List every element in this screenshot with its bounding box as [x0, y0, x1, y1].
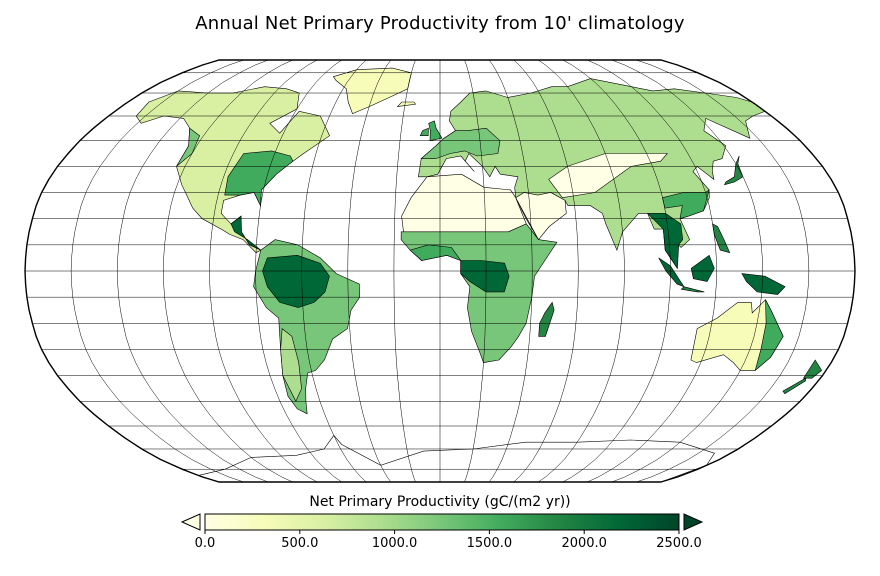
meridian-line: [116, 60, 269, 482]
meridian-line: [587, 60, 717, 482]
meridian-line: [464, 60, 487, 482]
colorbar-label: Net Primary Productivity (gC/(m2 yr)): [309, 494, 571, 510]
graticule: [25, 60, 855, 482]
land-region-30: [782, 377, 806, 395]
colorbar-tick-label: 2500.0: [656, 536, 702, 551]
meridian-line: [255, 60, 342, 482]
land-region-25: [724, 155, 744, 186]
meridian-line: [488, 60, 533, 482]
colorbar-tick-label: 1500.0: [466, 536, 513, 551]
meridian-line: [347, 60, 392, 482]
meridian-line: [393, 60, 416, 482]
land-region-23: [741, 273, 786, 295]
land-region-28: [419, 127, 429, 136]
land-region-29: [802, 359, 823, 379]
land-region-24: [680, 286, 705, 293]
land-region-1: [224, 150, 294, 207]
land-region-20: [754, 299, 784, 372]
land-region-16: [460, 260, 510, 293]
colorbar-ticks: [204, 530, 680, 534]
colorbar-extend-min: [180, 513, 201, 531]
colorbar-extend-max: [683, 513, 704, 531]
colorbar-tick-label: 500.0: [281, 536, 319, 551]
meridian-line: [163, 60, 293, 482]
meridian-line: [636, 60, 810, 482]
land-region-22: [690, 254, 715, 282]
meridian-line: [538, 60, 625, 482]
land-region-2: [176, 127, 200, 167]
map-boundary: [24, 59, 856, 483]
land-region-27: [428, 120, 443, 142]
meridian-line: [562, 60, 671, 482]
meridian-line: [209, 60, 318, 482]
meridian-line: [611, 60, 764, 482]
colorbar-bar: [204, 513, 680, 531]
land-region-21: [658, 257, 685, 288]
colorbar-tick-label: 0.0: [194, 536, 216, 551]
colorbar-tick-label: 1000.0: [371, 536, 418, 551]
land-region-11: [548, 153, 668, 199]
land-region-4: [332, 67, 412, 114]
meridian-line: [513, 60, 579, 482]
land-fill: [135, 67, 823, 482]
map-title: Annual Net Primary Productivity from 10'…: [195, 13, 685, 34]
land-region-31: [396, 101, 417, 108]
meridian-line: [301, 60, 367, 482]
colorbar-tick-label: 2000.0: [561, 536, 607, 551]
meridian-line: [70, 60, 244, 482]
land-region-6: [262, 254, 330, 308]
